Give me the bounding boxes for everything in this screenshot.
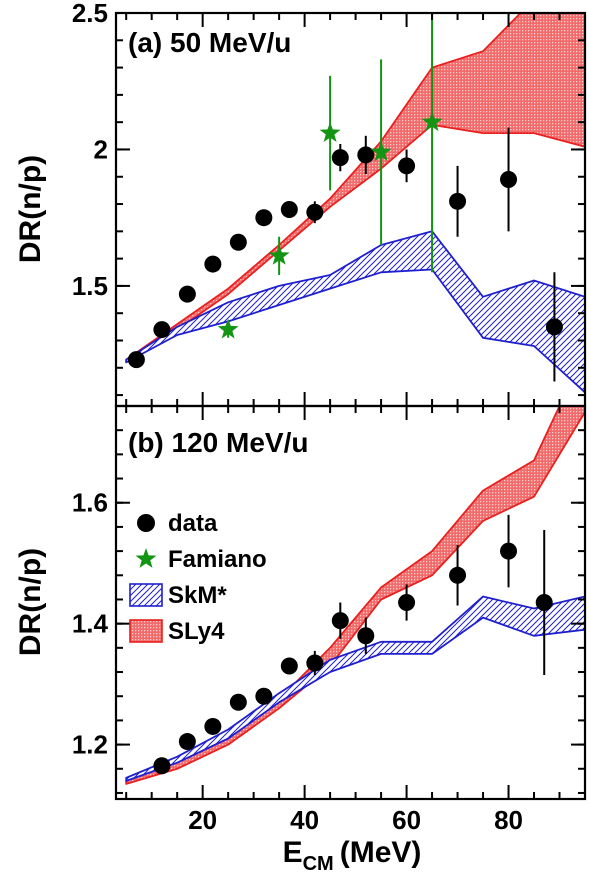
panel-b-xtick-label: 20	[188, 805, 217, 835]
legend-famiano-label: Famiano	[168, 546, 267, 573]
legend-sly4-label: SLy4	[168, 618, 225, 645]
panel-a-ylabel: DR(n/p)	[14, 155, 47, 263]
panel-a-data-point	[229, 233, 247, 251]
panel-a-famiano-point	[217, 318, 239, 339]
panel-a-data-point	[500, 170, 518, 188]
panel-a-data-point	[357, 146, 375, 164]
panel-a-famiano-point	[421, 111, 443, 132]
panel-b-xtick-label: 60	[392, 805, 421, 835]
panel-a-ytick-label: 2.5	[72, 0, 108, 28]
panel-a-data-point	[280, 201, 298, 218]
panel-a-bands	[125, 13, 585, 394]
panel-a-skm-band	[125, 230, 585, 394]
legend-data-label: data	[168, 510, 218, 537]
panel-a-title: (a) 50 MeV/u	[128, 27, 291, 58]
legend: data Famiano SkM* SLy4	[129, 510, 267, 645]
panel-a-famiano-point	[370, 141, 392, 162]
x-axis-label-sub: CM	[303, 853, 334, 875]
panel-b-ytick-label: 1.6	[72, 488, 108, 518]
panel-a-data-point	[127, 351, 145, 369]
panel-a-ytick-label: 1.5	[72, 271, 108, 301]
panel-a-data-point	[306, 203, 324, 221]
legend-data-marker	[137, 514, 155, 532]
panel-a-ytick-label: 2	[94, 134, 108, 164]
panel-a-sly4-band	[125, 13, 585, 364]
panel-b-skm-band	[125, 595, 585, 782]
panel-b-data-point	[306, 654, 324, 672]
panel-a-data-point	[178, 285, 196, 303]
panel-b-markers	[153, 542, 553, 775]
panel-b-data-point	[449, 566, 467, 584]
panel-a-data-point	[204, 255, 222, 273]
legend-skm-label: SkM*	[168, 582, 227, 609]
panel-a-data-point	[545, 318, 563, 336]
panel-b-ytick-label: 1.4	[72, 609, 109, 639]
panel-b-data-point	[178, 733, 196, 751]
x-axis-label-main: E	[283, 836, 303, 869]
legend-sly4-swatch	[129, 619, 163, 643]
panel-b-ytick-label: 1.2	[72, 730, 108, 760]
panel-b-data-point	[535, 594, 553, 611]
panel-b-data-point	[204, 717, 222, 735]
panel-a-data-point	[449, 192, 467, 210]
panel-a-data-point	[153, 321, 171, 339]
panel-b: 1.21.41.620 40 60 80 (b) 120 MeV/u DR(n/p) …	[14, 404, 587, 835]
panel-b-data-point	[500, 542, 518, 560]
panel-b-xtick-label: 80	[494, 805, 523, 835]
x-axis-label: ECM (MeV)	[283, 836, 422, 875]
legend-famiano-marker	[135, 548, 157, 568]
panel-a-data-point	[331, 149, 349, 167]
panel-a: 1.5 2 2.5 (a) 50 MeV/u DR(n/p)	[14, 0, 587, 408]
panel-b-data-point	[280, 657, 298, 675]
panel-a-data-point	[398, 157, 416, 175]
panel-b-data-point	[331, 612, 349, 630]
panel-b-bands	[125, 406, 585, 785]
panel-b-data-point	[255, 687, 273, 705]
panel-a-markers	[127, 111, 563, 369]
panel-b-frame	[114, 404, 587, 801]
panel-a-data-point	[255, 209, 273, 227]
panel-b-xtick-label: 40	[290, 805, 319, 835]
panel-a-famiano-point	[268, 244, 290, 265]
panel-b-data-point	[398, 594, 416, 611]
legend-skm-swatch	[129, 583, 163, 607]
panel-b-ticks: 1.2 1.4 1.6 20 40 60 80	[72, 405, 586, 835]
panel-b-title: (b) 120 MeV/u	[128, 427, 308, 458]
panel-b-data-point	[153, 757, 171, 775]
x-axis-label-unit: (MeV)	[340, 836, 422, 869]
panel-a-famiano-point	[319, 122, 341, 142]
panel-a-ticks: 1.5 2 2.5	[72, 0, 586, 406]
panel-b-data-point	[357, 627, 375, 645]
panel-b-data-point	[229, 693, 247, 711]
panel-b-ylabel: DR(n/p)	[14, 548, 47, 656]
